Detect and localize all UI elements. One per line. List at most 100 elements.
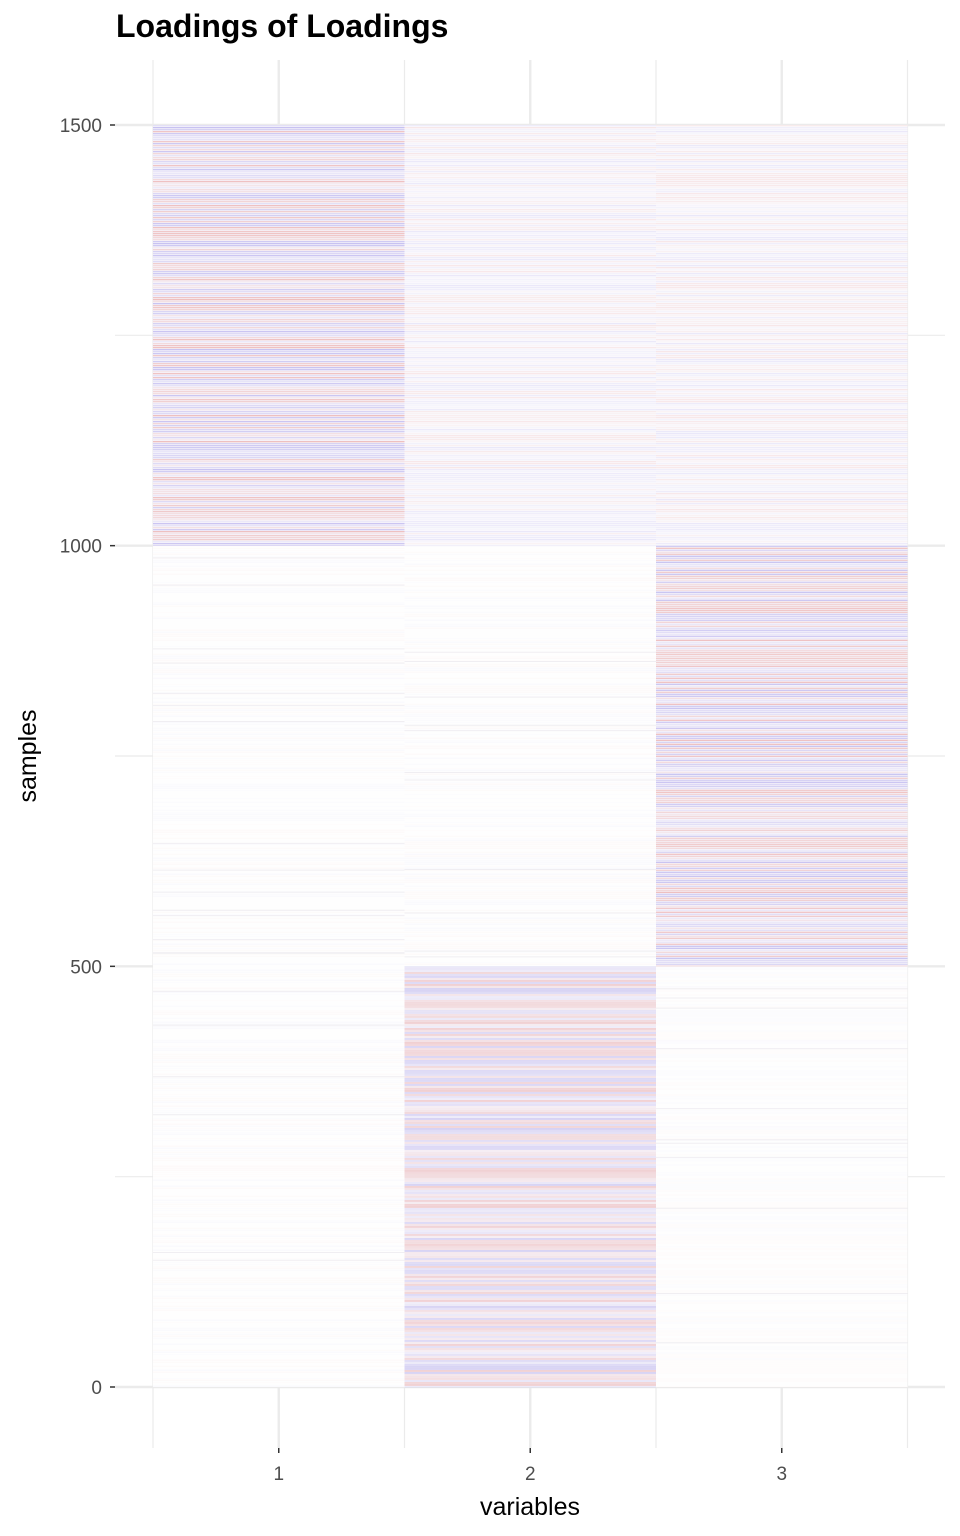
heatmap-row-stripe — [153, 383, 405, 385]
heatmap-row-stripe — [153, 541, 405, 543]
heatmap-row-stripe — [153, 301, 405, 303]
heatmap-row-stripe — [404, 1152, 656, 1154]
heatmap-row-stripe — [656, 1286, 908, 1287]
heatmap-row-stripe — [656, 1356, 908, 1357]
heatmap-row-stripe — [656, 769, 908, 771]
heatmap-row-stripe — [153, 604, 405, 605]
heatmap-row-stripe — [656, 731, 908, 733]
heatmap-row-stripe — [656, 1110, 908, 1111]
heatmap-row-stripe — [405, 830, 657, 831]
heatmap-row-stripe — [153, 848, 405, 849]
heatmap-row-stripe — [405, 902, 657, 903]
heatmap-row-stripe — [153, 1054, 405, 1055]
heatmap-row-stripe — [404, 974, 656, 976]
heatmap-row-stripe — [153, 786, 405, 787]
heatmap-row-stripe — [153, 982, 405, 983]
heatmap-row-stripe — [656, 397, 908, 399]
heatmap-row-stripe — [153, 1168, 405, 1169]
heatmap-row-stripe — [656, 781, 908, 783]
heatmap-row-stripe — [656, 845, 908, 847]
heatmap-row-stripe — [656, 1180, 908, 1181]
heatmap-row-stripe — [656, 161, 908, 163]
heatmap-row-stripe — [656, 1150, 908, 1151]
heatmap-row-stripe — [656, 683, 908, 685]
heatmap-row-stripe — [153, 684, 405, 685]
heatmap-row-stripe — [405, 582, 657, 583]
heatmap-row-stripe — [656, 375, 908, 377]
heatmap-row-stripe — [153, 1138, 405, 1139]
heatmap-row-stripe — [656, 897, 908, 899]
heatmap-row-stripe — [404, 513, 656, 515]
heatmap-row-stripe — [656, 259, 908, 261]
heatmap-row-stripe — [656, 517, 908, 519]
heatmap-row-stripe — [404, 219, 656, 221]
heatmap-row-stripe — [656, 968, 908, 969]
heatmap-row-stripe — [656, 803, 908, 805]
heatmap-row-stripe — [153, 976, 405, 977]
heatmap-row-stripe — [656, 481, 908, 482]
heatmap-row-stripe — [153, 1278, 405, 1279]
heatmap-row-stripe — [153, 1042, 405, 1043]
heatmap-row-stripe — [153, 762, 405, 763]
heatmap-row-stripe — [404, 383, 656, 385]
heatmap-block-var2-1000-1500 — [404, 125, 657, 547]
heatmap-row-stripe — [656, 723, 908, 725]
heatmap-row-stripe — [153, 1174, 405, 1175]
heatmap-row-stripe — [153, 1206, 405, 1207]
heatmap-row-stripe — [656, 467, 908, 469]
heatmap-row-stripe — [656, 881, 908, 883]
heatmap-row-stripe — [153, 760, 405, 761]
heatmap-row-stripe — [153, 1078, 405, 1079]
heatmap-row-stripe — [404, 972, 656, 974]
heatmap-row-stripe — [153, 395, 405, 397]
heatmap-row-stripe — [404, 1184, 656, 1186]
heatmap-row-stripe — [656, 831, 908, 833]
heatmap-row-stripe — [153, 127, 405, 129]
heatmap-row-stripe — [153, 425, 405, 427]
heatmap-row-stripe — [405, 666, 657, 667]
heatmap-row-stripe — [405, 856, 657, 857]
heatmap-row-stripe — [153, 1352, 405, 1353]
heatmap-row-stripe — [153, 1094, 405, 1095]
heatmap-row-stripe — [656, 1136, 908, 1137]
heatmap-row-stripe — [656, 1310, 908, 1311]
heatmap-row-stripe — [404, 333, 656, 335]
heatmap-row-stripe — [404, 521, 656, 523]
heatmap-row-stripe — [656, 986, 908, 987]
heatmap-row-stripe — [405, 788, 657, 789]
heatmap-row-stripe — [153, 219, 405, 221]
heatmap-row-stripe — [656, 593, 908, 595]
heatmap-row-stripe — [404, 1144, 656, 1146]
heatmap-row-stripe — [153, 389, 405, 391]
heatmap-row-stripe — [404, 533, 656, 535]
heatmap-row-stripe — [405, 481, 657, 482]
heatmap-row-stripe — [656, 857, 908, 859]
heatmap-row-stripe — [153, 1362, 405, 1363]
heatmap-row-stripe — [153, 463, 405, 465]
heatmap-row-stripe — [656, 779, 908, 781]
heatmap-row-stripe — [153, 1012, 405, 1013]
heatmap-row-stripe — [404, 1326, 656, 1328]
heatmap-row-stripe — [153, 708, 405, 709]
heatmap-row-stripe — [656, 589, 908, 591]
heatmap-row-stripe — [405, 361, 657, 362]
heatmap-row-stripe — [153, 277, 405, 279]
heatmap-row-stripe — [153, 1220, 405, 1221]
heatmap-row-stripe — [656, 381, 908, 383]
heatmap-row-stripe — [656, 577, 908, 579]
heatmap-row-stripe — [404, 225, 656, 227]
heatmap-row-stripe — [405, 668, 657, 669]
heatmap-row-stripe — [656, 1210, 908, 1211]
heatmap-row-stripe — [404, 1358, 656, 1360]
heatmap-row-stripe — [405, 706, 657, 707]
heatmap-row-stripe — [656, 229, 908, 231]
heatmap-row-stripe — [656, 307, 908, 309]
heatmap-row-stripe — [404, 127, 656, 129]
heatmap-row-stripe — [405, 894, 657, 895]
heatmap-row-stripe — [656, 515, 908, 516]
heatmap-row-stripe — [404, 1298, 656, 1300]
heatmap-row-stripe — [404, 531, 656, 533]
heatmap-row-stripe — [656, 287, 908, 289]
heatmap-row-stripe — [153, 690, 405, 691]
heatmap-row-stripe — [656, 1146, 908, 1147]
